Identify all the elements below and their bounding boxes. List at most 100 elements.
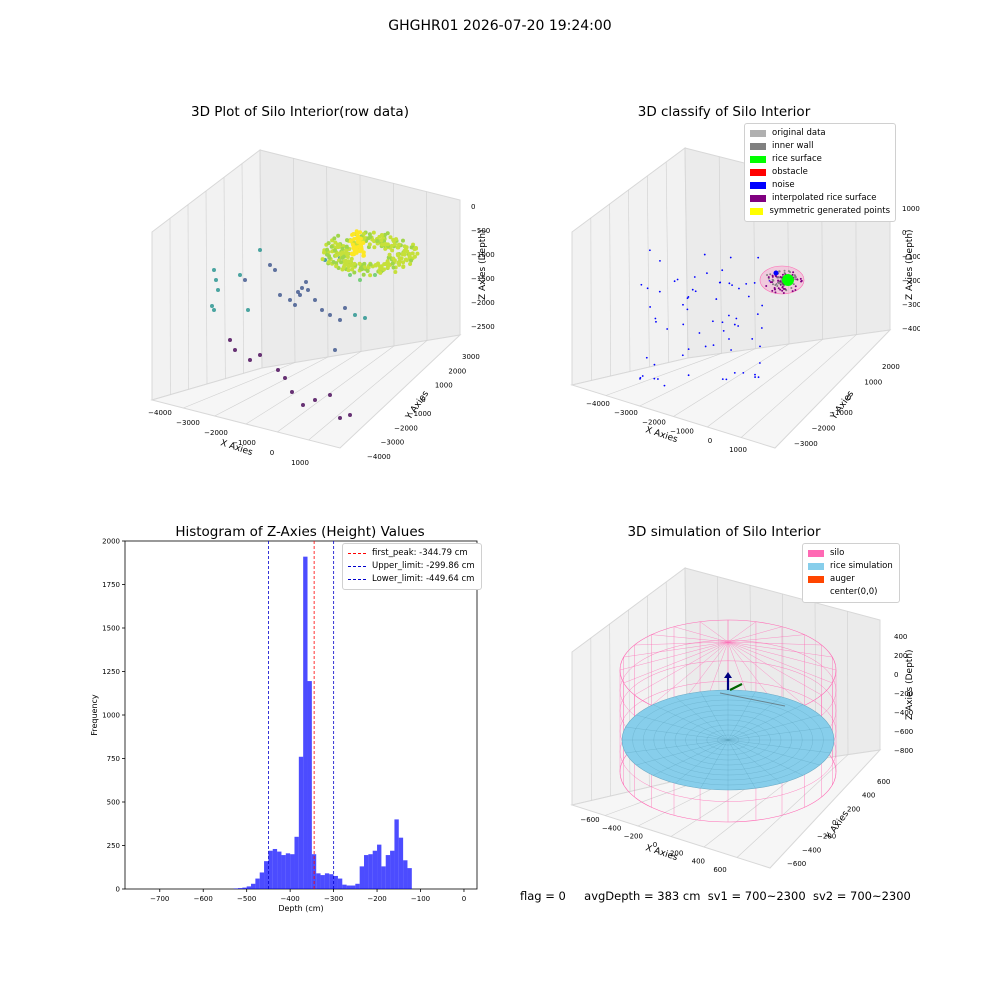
- panel1-data-point: [407, 254, 412, 259]
- panel2-x-tick-label: 0: [708, 437, 712, 445]
- legend-line-swatch: [348, 553, 366, 554]
- panel1-data-point: [331, 259, 336, 264]
- histogram-bar: [407, 868, 412, 889]
- grid-line: [609, 203, 611, 377]
- panel1-data-point: [258, 353, 262, 357]
- panel1-data-point: [233, 348, 237, 352]
- panel2-surface-point: [767, 276, 770, 279]
- grid-line: [223, 177, 226, 379]
- histogram-bar: [364, 855, 369, 889]
- panel1-data-point: [332, 248, 337, 253]
- histogram-bar: [368, 854, 373, 889]
- panel1-data-point: [228, 338, 232, 342]
- panel1-data-point: [367, 242, 372, 247]
- panel1-data-point: [411, 242, 416, 247]
- panel1-data-point: [357, 240, 362, 245]
- panel2-noise-point: [735, 317, 738, 320]
- panel4-auger: [719, 672, 786, 707]
- histogram-bar: [359, 866, 365, 889]
- panel2-noise-point: [737, 325, 740, 327]
- legend-swatch: [750, 169, 766, 176]
- panel4-z-tick-label: 200: [894, 652, 907, 660]
- legend-label: noise: [772, 180, 795, 190]
- panel1-data-point: [358, 230, 363, 235]
- panel1-data-point: [372, 245, 377, 250]
- histogram-bar: [398, 837, 404, 889]
- panel1-data-point: [408, 262, 413, 267]
- panel1-data-point: [290, 390, 294, 394]
- panel2-noise-point: [645, 356, 648, 359]
- histogram-x-tick-label: −300: [324, 895, 343, 903]
- panel1-data-point: [380, 242, 385, 247]
- histogram-bar: [307, 681, 312, 889]
- rice-mesh-spoke: [727, 704, 804, 741]
- panel2-noise-point: [693, 276, 696, 278]
- panel1-data-point: [358, 278, 362, 282]
- panel1-data-point: [300, 286, 304, 290]
- panel1-data-point: [333, 348, 337, 352]
- rice-mesh-spoke: [652, 704, 729, 741]
- panel1-data-point: [212, 268, 216, 272]
- panel1-data-point: [340, 267, 345, 272]
- histogram-bar: [403, 860, 408, 889]
- histogram-bar: [303, 556, 308, 889]
- panel2-noise-point: [711, 320, 714, 323]
- panel2-x-tick-label: −2000: [642, 418, 666, 426]
- panel2-legend-entry: original data: [750, 127, 890, 140]
- legend-swatch: [750, 182, 766, 189]
- panel1-data-point: [288, 298, 292, 302]
- histogram-y-tick-label: 250: [107, 842, 120, 850]
- rice-mesh-spoke: [625, 726, 729, 741]
- panel1-data-point: [326, 241, 331, 246]
- rice-mesh-spoke: [700, 691, 729, 741]
- panel2-surface-point: [769, 273, 772, 276]
- panel1-data-point: [258, 248, 262, 252]
- panel1-z-tick-label: −1000: [471, 251, 495, 259]
- panel2-surface-point: [765, 284, 768, 287]
- panel4-xlabel: X Axies: [644, 843, 679, 863]
- histogram-bar: [242, 887, 247, 889]
- panel1-data-point: [329, 244, 334, 249]
- panel2-noise-point: [768, 279, 771, 282]
- panel2-noise-point: [757, 256, 760, 259]
- panel2-surface-point: [776, 284, 779, 287]
- panel2-noise-point: [682, 323, 685, 326]
- panel1-data-point: [248, 358, 252, 362]
- panel2-surface-point: [792, 283, 795, 286]
- histogram-bar: [285, 853, 291, 889]
- panel2-surface-point: [787, 270, 790, 273]
- grid-line: [609, 623, 611, 797]
- histogram-y-tick-label: 500: [107, 799, 120, 807]
- panel1-data-point: [387, 252, 392, 257]
- panel2-noise-point: [721, 269, 724, 272]
- legend-label: symmetric generated points: [769, 206, 890, 216]
- panel1-data-point: [238, 273, 242, 277]
- panel2-surface-point: [771, 289, 774, 292]
- panel2-z-tick-label: 0: [902, 229, 906, 237]
- panel1-data-point: [332, 236, 337, 241]
- panel1-x-tick-label: −2000: [204, 429, 228, 437]
- legend-label: obstacle: [772, 167, 808, 177]
- panel2-z-tick-label: 1000: [902, 205, 920, 213]
- silo-roof-line: [651, 634, 729, 643]
- panel1-data-point: [346, 268, 351, 273]
- histogram-bar: [355, 883, 360, 889]
- legend-label: Upper_limit: -299.86 cm: [372, 561, 475, 571]
- panel4-z-tick-label: −800: [894, 747, 913, 755]
- panel2-noise-point: [725, 378, 728, 381]
- panel2-noise-point: [646, 287, 649, 290]
- panel2-noise-point: [745, 282, 748, 285]
- panel1-data-point: [348, 273, 352, 277]
- panel1-grid: [169, 158, 428, 441]
- panel1-data-point: [293, 303, 297, 307]
- panel2-title: 3D classify of Silo Interior: [637, 104, 811, 120]
- avg-depth-text: avgDepth = 383 cm: [584, 889, 701, 903]
- panel1-data-point: [350, 242, 355, 247]
- panel2-noise-point: [719, 281, 722, 284]
- panel1-x-tick-label: −1000: [232, 439, 256, 447]
- panel2-surface-point: [780, 279, 783, 282]
- panel1-data-point: [412, 254, 417, 259]
- histogram-reference-lines: [268, 541, 335, 889]
- histogram-bar: [316, 873, 321, 889]
- histogram-bar: [251, 883, 256, 889]
